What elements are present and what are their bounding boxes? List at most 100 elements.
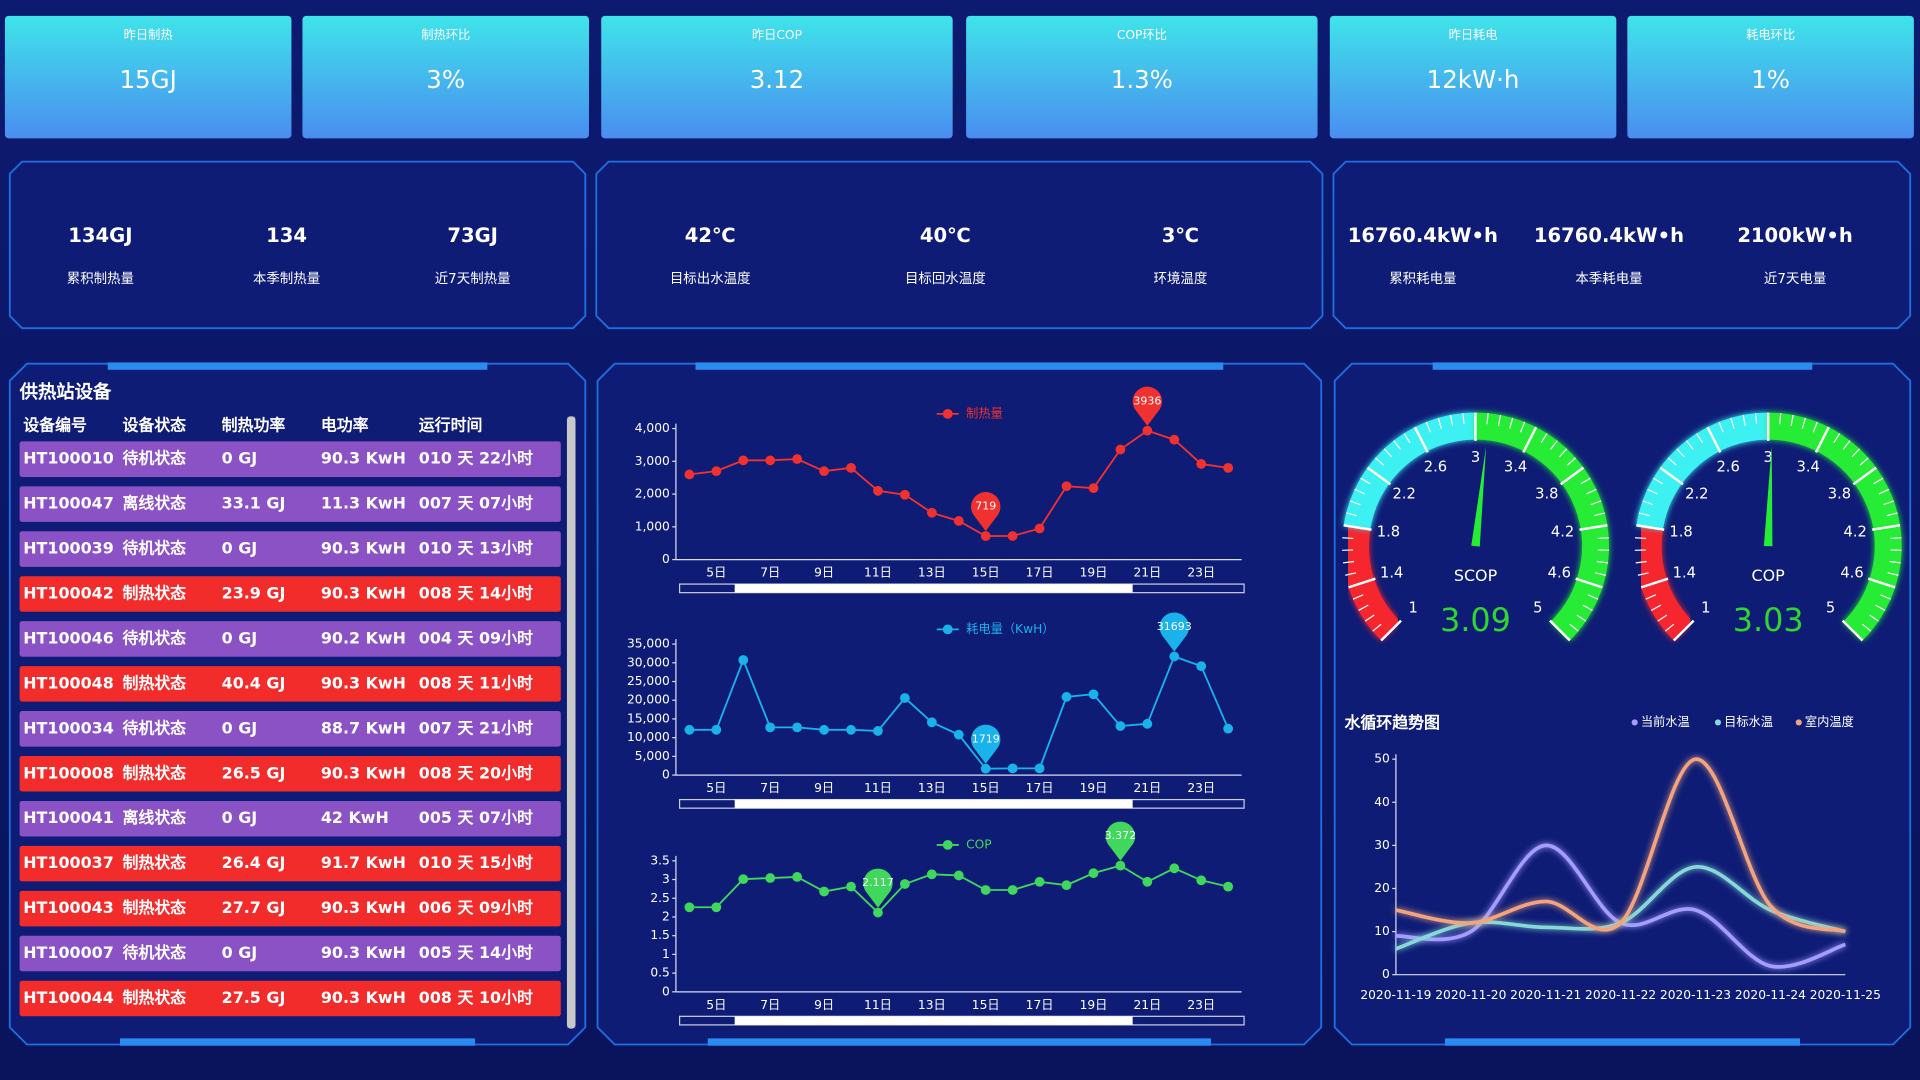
- y-tick-label: 20: [1374, 881, 1390, 895]
- table-cell: HT100037: [23, 853, 114, 872]
- gauge-minor-tick: [1657, 614, 1668, 622]
- x-tick-label: 19日: [1080, 998, 1108, 1012]
- y-tick-label: 30: [1374, 838, 1390, 852]
- data-point: [1034, 763, 1045, 774]
- gauge-tick-label: 2.6: [1424, 459, 1447, 476]
- gauge-minor-tick: [1875, 604, 1886, 611]
- x-tick-label: 21日: [1133, 566, 1161, 580]
- data-point: [765, 455, 776, 466]
- gauge-tick: [1852, 466, 1877, 486]
- table-row: [19, 845, 561, 882]
- gauge-tick: [1522, 426, 1538, 453]
- panel-frame: [595, 160, 1324, 330]
- gauge-minor-tick: [1642, 500, 1654, 506]
- table-cell: 0 GJ: [222, 943, 258, 962]
- x-tick-label: 23日: [1187, 781, 1215, 795]
- table-cell: 007 天 07小时: [419, 494, 533, 513]
- kpi-card: [302, 15, 589, 139]
- y-tick-label: 2: [662, 909, 670, 923]
- data-point: [1169, 863, 1180, 874]
- gauge-tick-label: 3.8: [1828, 485, 1851, 502]
- kpi-card: [1627, 15, 1914, 139]
- marker-label: 2.117: [862, 876, 894, 889]
- table-cell: 008 天 10小时: [419, 988, 533, 1007]
- stat-value: 134: [266, 224, 307, 247]
- panel-frame: [1332, 160, 1912, 330]
- table-row: [19, 576, 561, 612]
- legend-label: 当前水温: [1641, 714, 1690, 729]
- data-point: [980, 885, 991, 895]
- table-cell: 004 天 09小时: [419, 628, 533, 647]
- gauge-minor-tick: [1403, 433, 1411, 444]
- gauge-tick-label: 1: [1701, 599, 1710, 616]
- gauge-minor-tick: [1540, 433, 1548, 444]
- data-point: [684, 469, 695, 480]
- stat-label: 近7天制热量: [435, 271, 511, 287]
- y-tick-label: 10,000: [627, 730, 670, 744]
- gauge-minor-tick: [1650, 604, 1662, 611]
- stat-value: 42℃: [685, 224, 736, 247]
- gauge-tick-label: 5: [1533, 599, 1542, 616]
- gauge-tick: [1867, 577, 1896, 589]
- table-cell: 42 KwH: [321, 808, 389, 827]
- gauge-tick: [1659, 466, 1684, 486]
- table-cell: 33.1 GJ: [222, 494, 286, 513]
- data-point: [980, 763, 991, 774]
- legend-dot: [942, 624, 953, 635]
- zoom-window[interactable]: [734, 799, 1133, 809]
- table-cell: 90.3 KwH: [321, 673, 406, 692]
- panel-frame: [8, 160, 587, 330]
- zoom-window[interactable]: [734, 584, 1133, 593]
- table-cell: HT100047: [23, 494, 114, 513]
- stat-value: 73GJ: [447, 224, 498, 247]
- table-cell: 26.4 GJ: [222, 853, 286, 872]
- gauge-tick-label: 2.2: [1393, 485, 1416, 502]
- gauge-tick: [1380, 619, 1402, 642]
- table-cell: 90.3 KwH: [321, 584, 406, 603]
- kpi-value: 15GJ: [119, 65, 176, 94]
- table-row: [19, 531, 561, 567]
- table-cell: 010 天 15小时: [419, 853, 533, 872]
- data-point: [846, 462, 856, 473]
- data-point: [846, 881, 856, 892]
- legend-dot: [1714, 719, 1722, 726]
- gauge-minor-tick: [1358, 604, 1369, 611]
- table-row: [19, 666, 561, 702]
- table-cell: 制热状态: [122, 988, 186, 1007]
- gauge-tick-label: 2.6: [1716, 459, 1739, 476]
- stat-value: 16760.4kW•h: [1534, 224, 1684, 247]
- table-cell: 010 天 22小时: [419, 449, 533, 468]
- gauge-minor-tick: [1349, 500, 1361, 506]
- data-point: [1007, 885, 1018, 895]
- table-row: [19, 486, 561, 522]
- zoom-window[interactable]: [734, 1016, 1133, 1025]
- gauge-minor-tick: [1889, 560, 1901, 564]
- gauge-minor-tick: [1634, 537, 1646, 540]
- table-cell: 90.3 KwH: [321, 898, 406, 917]
- kpi-label: 耗电环比: [1746, 28, 1795, 42]
- x-tick-label: 5日: [706, 781, 726, 795]
- table-cell: 27.7 GJ: [222, 898, 286, 917]
- gauge-minor-tick: [1346, 512, 1358, 517]
- x-tick-label: 7日: [760, 998, 780, 1012]
- stat-label: 环境温度: [1154, 271, 1208, 287]
- table-cell: 007 天 21小时: [419, 718, 533, 737]
- x-tick-label: 19日: [1080, 781, 1108, 795]
- data-point: [1115, 860, 1126, 871]
- gauge-minor-tick: [1372, 623, 1382, 632]
- gauge-tick-label: 4.6: [1840, 564, 1863, 581]
- data-point: [792, 872, 803, 882]
- kpi-value: 3%: [426, 65, 465, 94]
- data-point: [980, 531, 991, 541]
- table-cell: 90.3 KwH: [321, 988, 406, 1007]
- legend-dot: [942, 840, 953, 850]
- kpi-value: 1%: [1751, 65, 1790, 94]
- x-tick-label: 11日: [864, 998, 892, 1012]
- x-tick-label: 2020-11-21: [1510, 988, 1581, 1002]
- y-tick-label: 4,000: [635, 421, 670, 435]
- data-point: [819, 466, 829, 477]
- gauge-minor-tick: [1880, 594, 1891, 600]
- gauge-minor-tick: [1790, 414, 1794, 426]
- data-point: [1223, 723, 1234, 734]
- kpi-card: [1329, 15, 1617, 139]
